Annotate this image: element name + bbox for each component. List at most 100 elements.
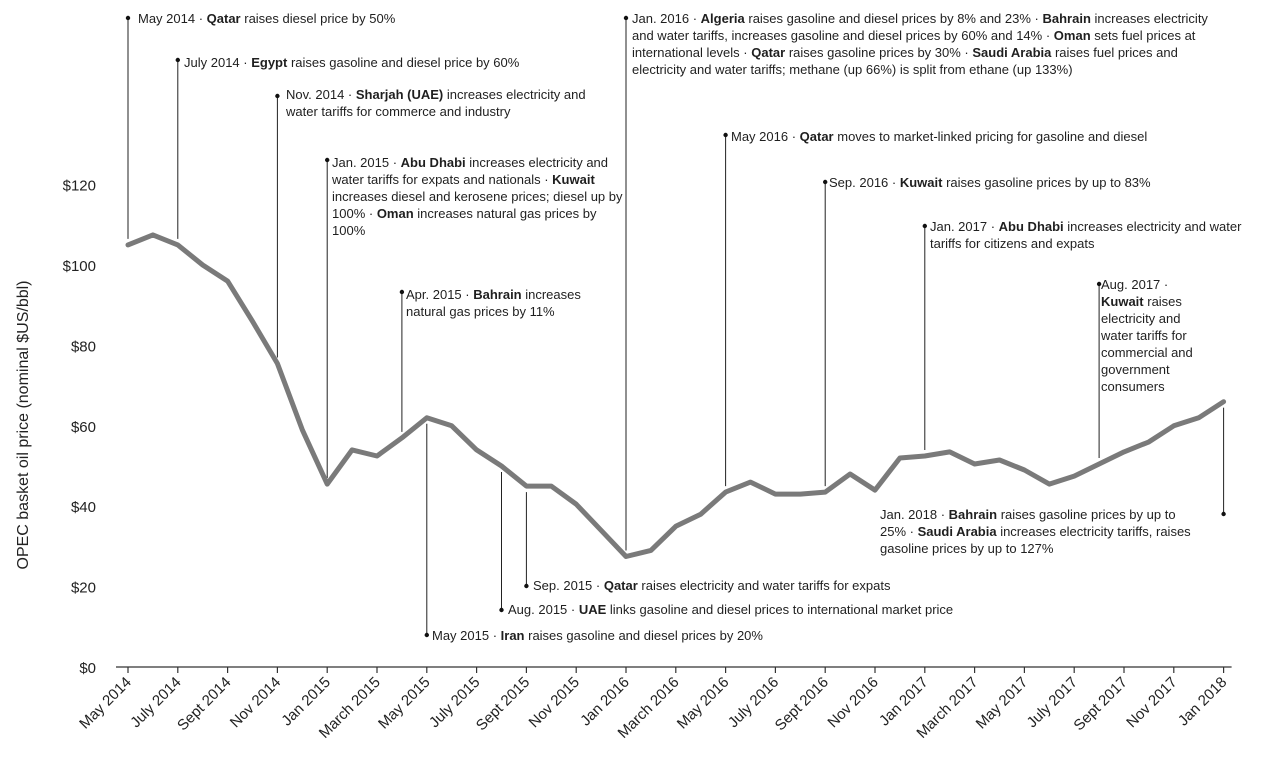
annotation-text: Jan. 2017 · Abu Dhabi increases electric… — [930, 218, 1255, 252]
x-tick-label: Sept 2016 — [772, 674, 832, 734]
annotation-separator: · — [540, 172, 553, 187]
annotation-separator: · — [937, 507, 949, 522]
annotation-date: Aug. 2015 — [508, 602, 568, 617]
annotation-country: Saudi Arabia — [972, 45, 1052, 60]
annotation-text: Nov. 2014 · Sharjah (UAE) increases elec… — [286, 86, 616, 120]
x-tick-label: Sept 2017 — [1070, 674, 1130, 734]
annotation-separator: · — [689, 11, 701, 26]
annotation-separator: · — [567, 602, 579, 617]
annotation-separator: · — [788, 129, 800, 144]
annotation-separator: · — [195, 11, 207, 26]
annotation-country: Sharjah (UAE) — [355, 87, 444, 102]
annotation-separator: · — [344, 87, 356, 102]
annotation-country: Kuwait — [1101, 294, 1144, 309]
annotation-separator: · — [888, 175, 900, 190]
annotation-date: May 2015 — [432, 628, 490, 643]
annotation-date: May 2014 — [138, 11, 196, 26]
annotation-leaders — [125, 15, 1226, 638]
annotation-date: July 2014 — [184, 55, 240, 70]
annotation-description: increases electricity and water tariffs … — [930, 219, 1242, 251]
x-tick-label: Nov 2015 — [526, 674, 583, 731]
annotation-dot — [175, 57, 180, 63]
x-tick-label: Nov 2017 — [1123, 674, 1180, 731]
annotation-separator: · — [906, 524, 918, 539]
annotation-dot — [125, 15, 131, 21]
x-tick-label: Nov 2014 — [227, 674, 284, 731]
annotation-date: Jan. 2018 — [880, 507, 938, 522]
annotation-text: Apr. 2015 · Bahrain increases natural ga… — [406, 286, 622, 320]
annotation-dot — [922, 223, 927, 229]
annotation-country: Qatar — [206, 11, 241, 26]
x-tick-label: May 2015 — [375, 674, 434, 733]
annotation-dot — [823, 179, 828, 185]
y-tick-label: $0 — [79, 660, 96, 677]
annotation-country: Qatar — [799, 129, 834, 144]
annotation-country: Kuwait — [899, 175, 943, 190]
annotation-text: July 2014 · Egypt raises gasoline and di… — [184, 54, 624, 71]
annotation-text: Jan. 2018 · Bahrain raises gasoline pric… — [880, 506, 1198, 557]
annotation-dot — [275, 93, 280, 99]
series-line — [125, 232, 1227, 559]
annotation-description: raises electricity and water tariffs for… — [1101, 294, 1193, 394]
x-tick-label: May 2017 — [973, 674, 1032, 733]
annotation-country: Egypt — [251, 55, 288, 70]
annotation-dot — [399, 289, 405, 295]
annotation-description: raises fuel prices and electricity and w… — [632, 45, 1178, 77]
y-tick-label: $80 — [71, 338, 96, 355]
annotation-country: Bahrain — [1042, 11, 1091, 26]
y-tick-label: $100 — [63, 258, 96, 275]
annotation-country: UAE — [578, 602, 607, 617]
annotation-country: Oman — [376, 206, 414, 221]
annotation-date: Sep. 2016 — [829, 175, 889, 190]
annotation-description: moves to market-linked pricing for gasol… — [833, 129, 1148, 144]
annotation-country: Kuwait — [552, 172, 595, 187]
annotation-country: Algeria — [700, 11, 745, 26]
annotation-text: Sep. 2015 · Qatar raises electricity and… — [533, 577, 1053, 594]
annotation-dot — [524, 583, 529, 589]
annotation-description: sets fuel prices at international levels — [632, 28, 1196, 60]
annotation-text: May 2015 · Iran raises gasoline and dies… — [432, 627, 892, 644]
annotation-description: raises gasoline prices by up to 83% — [942, 175, 1151, 190]
annotation-description: increases diesel and kerosene prices; di… — [332, 189, 623, 221]
annotation-text: Jan. 2016 · Algeria raises gasoline and … — [632, 10, 1232, 78]
annotation-dot — [1096, 281, 1102, 287]
annotation-description: raises diesel price by 50% — [240, 11, 396, 26]
annotation-separator: · — [960, 45, 973, 60]
annotation-description: raises electricity and water tariffs for… — [637, 578, 891, 593]
annotation-date: Jan. 2016 — [632, 11, 690, 26]
annotation-separator: · — [239, 55, 252, 70]
annotation-dot — [723, 132, 728, 138]
annotation-separator: · — [461, 287, 474, 302]
y-axis: $0 $20 $40 $60 $80 $100 $120 — [63, 178, 96, 677]
annotation-dot — [499, 607, 504, 613]
annotation-separator: · — [987, 219, 999, 234]
annotation-date: Sep. 2015 — [533, 578, 593, 593]
y-tick-label: $120 — [63, 178, 96, 195]
annotation-country: Bahrain — [473, 287, 522, 302]
annotation-separator: · — [389, 155, 401, 170]
annotation-description: increases electricity and water tariffs … — [332, 155, 609, 187]
annotation-separator: · — [592, 578, 604, 593]
y-tick-label: $20 — [71, 580, 96, 597]
y-axis-label: OPEC basket oil price (nominal $US/bbl) — [15, 280, 32, 569]
annotation-dot — [325, 157, 330, 163]
x-tick-label: Sept 2014 — [174, 674, 234, 734]
y-tick-label: $40 — [71, 499, 96, 516]
annotation-text: May 2016 · Qatar moves to market-linked … — [731, 128, 1256, 145]
annotation-date: Apr. 2015 — [406, 287, 462, 302]
x-tick-label: May 2016 — [674, 674, 733, 733]
annotation-separator: · — [739, 45, 752, 60]
annotation-date: Jan. 2017 — [930, 219, 988, 234]
annotation-text: Jan. 2015 · Abu Dhabi increases electric… — [332, 154, 628, 239]
x-tick-label: Sept 2015 — [473, 674, 533, 734]
annotation-description: raises gasoline and diesel price by 60% — [287, 55, 520, 70]
annotation-country: Abu Dhabi — [400, 155, 466, 170]
annotation-description: raises gasoline and diesel prices by 20% — [524, 628, 763, 643]
annotation-text: Aug. 2015 · UAE links gasoline and diese… — [508, 601, 1108, 618]
annotation-date: Aug. 2017 — [1101, 277, 1161, 292]
x-tick-label: May 2014 — [76, 674, 135, 733]
annotation-dot — [1221, 511, 1226, 517]
annotation-description: increases electricity and water tariffs … — [286, 87, 586, 119]
